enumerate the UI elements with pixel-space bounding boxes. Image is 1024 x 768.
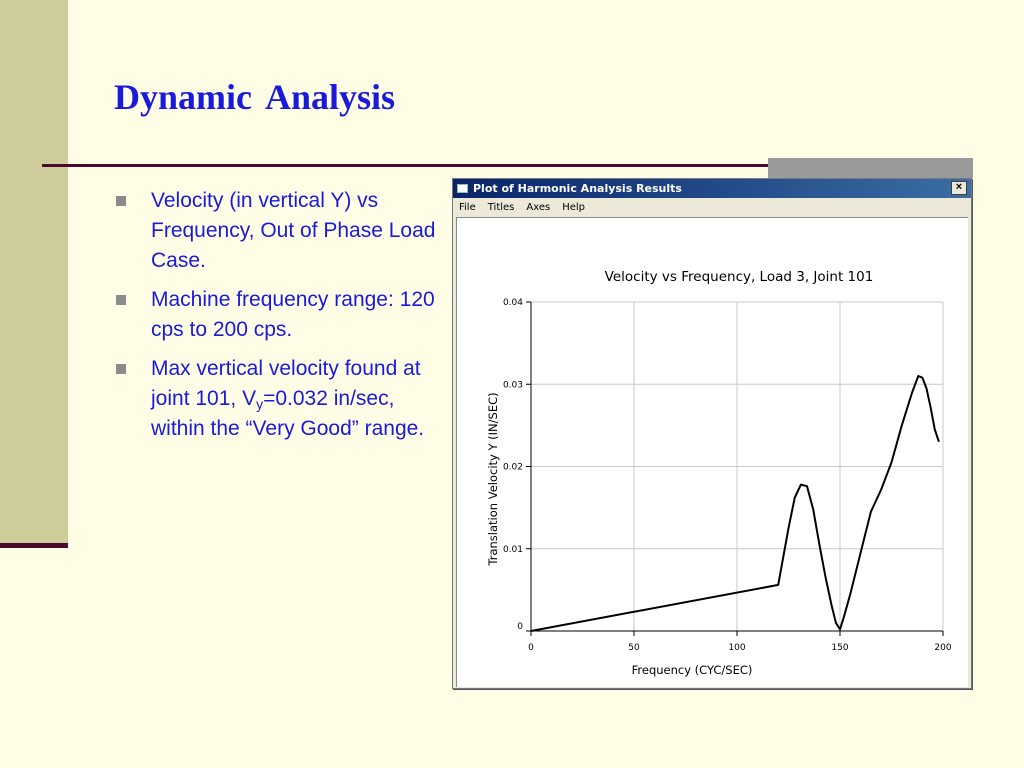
bullet-square-icon <box>116 295 126 305</box>
y-tick-label: 0.03 <box>503 380 523 390</box>
chart-title: Velocity vs Frequency, Load 3, Joint 101 <box>605 269 874 285</box>
close-button[interactable]: × <box>951 181 967 195</box>
window-app-icon <box>457 184 468 193</box>
bullet-item: Max vertical velocity found at joint 101… <box>112 354 442 444</box>
menu-titles[interactable]: Titles <box>487 201 515 213</box>
menu-axes[interactable]: Axes <box>526 201 551 213</box>
series-line <box>530 375 940 632</box>
slide-title: Dynamic Analysis <box>114 77 396 117</box>
left-decorative-band <box>0 0 68 546</box>
x-tick-label: 50 <box>628 643 640 653</box>
decorative-gray-block <box>768 158 973 178</box>
bullet-square-icon <box>116 364 126 374</box>
window-title: Plot of Harmonic Analysis Results <box>473 182 682 195</box>
bullet-item: Velocity (in vertical Y) vs Frequency, O… <box>112 186 442 276</box>
y-tick-label: 0 <box>517 622 523 632</box>
bullet-text: Velocity (in vertical Y) vs Frequency, O… <box>151 189 436 272</box>
y-tick-label: 0.02 <box>503 463 523 473</box>
bullet-square-icon <box>116 196 126 206</box>
x-tick-label: 150 <box>831 643 848 653</box>
bullet-text-pre: Max vertical velocity found at joint 101… <box>151 357 421 410</box>
window-titlebar[interactable]: Plot of Harmonic Analysis Results <box>453 179 971 198</box>
plot-area: Velocity vs Frequency, Load 3, Joint 101… <box>456 217 968 687</box>
y-tick-label: 0.01 <box>503 545 523 555</box>
x-tick-label: 200 <box>934 643 951 653</box>
y-axis-label: Translation Velocity Y (IN/SEC) <box>486 392 500 566</box>
left-band-divider <box>0 543 68 548</box>
bullet-list: Velocity (in vertical Y) vs Frequency, O… <box>112 186 442 453</box>
menu-bar: File Titles Axes Help <box>453 198 971 216</box>
x-tick-label: 0 <box>528 643 534 653</box>
bullet-item: Machine frequency range: 120 cps to 200 … <box>112 285 442 345</box>
title-rule <box>42 164 972 167</box>
x-tick-label: 100 <box>728 643 745 653</box>
menu-file[interactable]: File <box>459 201 476 213</box>
y-tick-label: 0.04 <box>503 298 523 308</box>
plot-window: Plot of Harmonic Analysis Results × File… <box>452 178 972 689</box>
bullet-text-subscript: y <box>256 396 264 412</box>
x-axis-label: Frequency (CYC/SEC) <box>632 663 753 677</box>
bullet-text-post: =0.032 in/sec, within the “Very Good” ra… <box>151 387 425 440</box>
bullet-text: Machine frequency range: 120 cps to 200 … <box>151 288 435 341</box>
menu-help[interactable]: Help <box>562 201 586 213</box>
velocity-chart: Velocity vs Frequency, Load 3, Joint 101… <box>486 269 952 677</box>
